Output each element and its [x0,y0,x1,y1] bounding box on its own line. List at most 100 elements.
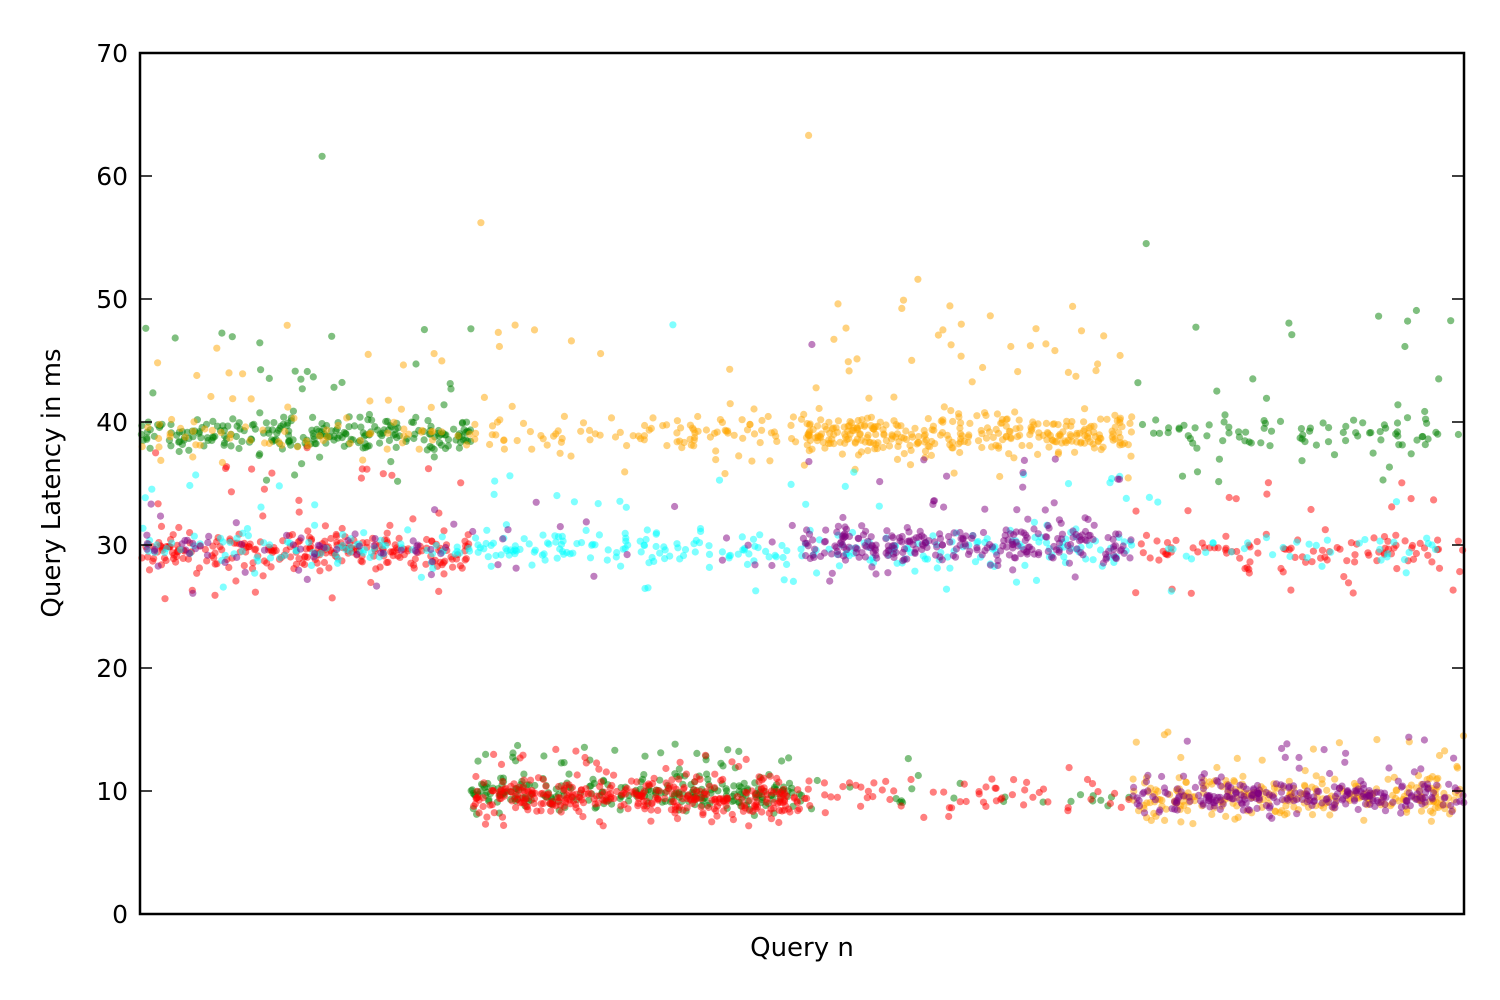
data-point [794,786,802,794]
data-point [333,545,341,554]
data-point [480,779,488,787]
data-point [357,474,365,482]
data-point [1012,578,1021,586]
data-point [218,329,226,337]
data-point [384,429,392,437]
data-point [309,413,317,421]
data-point [229,395,237,403]
data-point [446,380,454,388]
data-point [861,542,869,550]
data-point [611,746,619,754]
data-point [1081,405,1089,413]
data-point [246,540,254,548]
data-point [672,785,680,793]
data-point [1445,780,1453,788]
y-tick-label: 30 [96,531,128,560]
data-point [430,453,438,461]
data-point [346,439,354,447]
data-point [487,562,495,570]
data-point [1354,805,1362,814]
data-point [1225,493,1233,502]
data-point [907,775,915,784]
data-point [1344,788,1352,796]
data-point [270,419,278,427]
data-point [1209,539,1217,547]
data-point [915,533,923,541]
data-point [1184,507,1192,515]
data-point [794,807,802,815]
data-point [367,578,375,587]
data-point [1376,428,1384,436]
data-point [1051,347,1059,355]
data-point [418,426,426,435]
data-point [155,420,163,428]
data-point [810,553,818,562]
data-point [1089,556,1097,564]
data-point [1106,799,1114,808]
data-point [526,776,535,784]
data-point [979,528,988,537]
data-point [834,522,843,530]
data-point [1405,548,1413,557]
data-point [882,535,890,543]
data-point [641,752,649,760]
data-point [1326,769,1334,778]
data-point [1021,561,1029,570]
data-point [864,447,872,455]
data-point [1137,540,1145,548]
data-point [1233,547,1241,556]
data-point [1409,555,1418,563]
data-point [945,812,953,821]
data-point [257,366,265,374]
data-point [671,770,679,778]
data-point [519,751,527,759]
data-point [656,776,664,784]
data-point [560,786,568,794]
data-point [1099,559,1107,567]
data-point [1428,795,1436,803]
data-point [1084,515,1092,524]
data-point [989,433,997,442]
data-point [1094,438,1102,446]
data-point [1339,428,1347,437]
data-point [755,773,763,781]
data-point [962,542,970,550]
data-point [1241,565,1249,573]
data-point [738,795,746,804]
data-point [1343,557,1351,565]
data-point [532,498,540,506]
data-point [627,777,636,785]
data-point [1165,545,1173,553]
data-point [1154,498,1162,506]
data-point [1267,427,1276,435]
data-point [940,788,948,796]
data-point [1394,777,1402,785]
data-point [726,551,735,560]
data-point [259,426,267,434]
data-point [1011,554,1020,562]
data-point [463,441,471,449]
data-point [311,521,319,529]
data-point [1048,436,1056,444]
data-point [1408,792,1416,800]
data-point [1389,791,1397,800]
data-point [171,334,179,342]
data-point [1393,419,1402,427]
data-point [705,550,714,559]
data-point [595,531,604,539]
data-point [1243,785,1251,793]
data-point [497,794,505,803]
data-point [882,549,890,557]
data-point [1400,556,1409,564]
data-point [528,445,536,453]
data-point [438,428,446,436]
data-point [1100,332,1108,340]
data-point [314,541,322,550]
data-point [906,461,915,469]
data-point [1199,785,1208,793]
data-point [394,424,402,432]
data-point [1433,781,1441,789]
data-point [1092,367,1100,375]
data-point [745,822,753,830]
data-point [350,422,359,430]
